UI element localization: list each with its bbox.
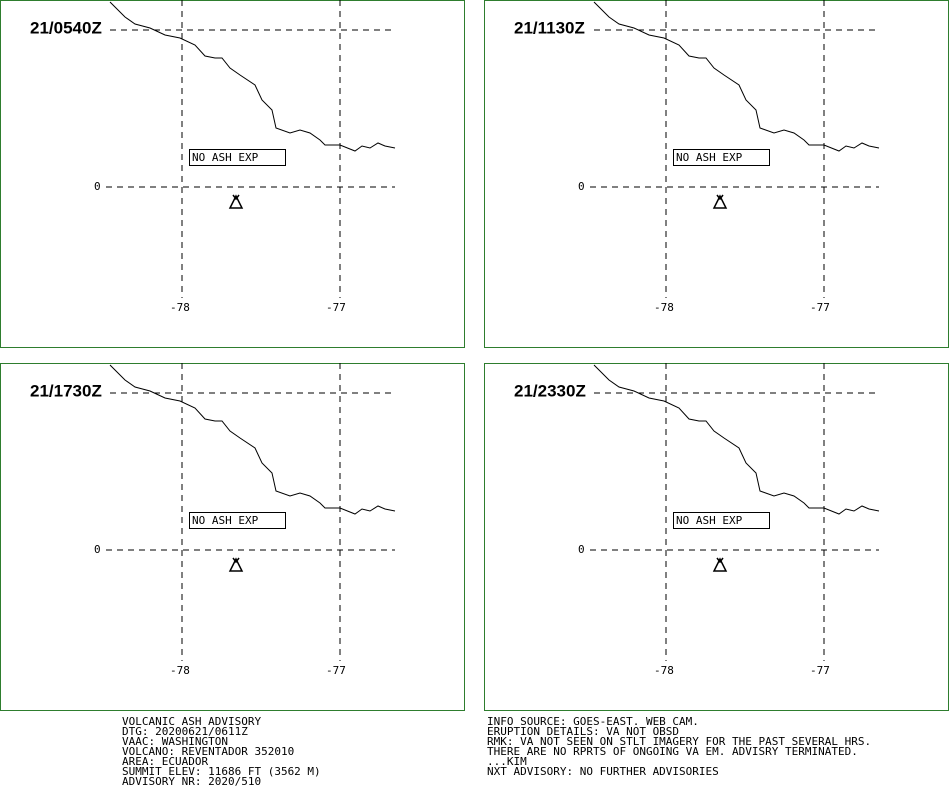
advisory-line: THERE ARE NO RPRTS OF ONGOING VA EM. ADV… xyxy=(487,745,858,758)
lon-label: -78 xyxy=(654,664,674,677)
coastline xyxy=(593,364,880,515)
lat-label: 0 xyxy=(94,543,101,556)
note: NO ASH EXP xyxy=(192,514,259,527)
volcano-icon xyxy=(228,194,244,209)
lon-label: -77 xyxy=(326,664,346,677)
map-panel: 21/0540Z 0 -78 -77 NO ASH EXP xyxy=(0,0,465,348)
advisory-line: DTG: 20200621/0611Z xyxy=(122,725,248,738)
lat-label: 0 xyxy=(578,543,585,556)
advisory-line: VOLCANO: REVENTADOR 352010 xyxy=(122,745,294,758)
advisory-line: AREA: ECUADOR xyxy=(122,755,208,768)
valid-time: 21/1130Z xyxy=(514,18,585,37)
volcano-icon xyxy=(228,557,244,572)
note: NO ASH EXP xyxy=(676,514,743,527)
note: NO ASH EXP xyxy=(676,151,743,164)
lon-label: -78 xyxy=(170,664,190,677)
panel-frame xyxy=(0,0,465,348)
coastline xyxy=(593,1,880,152)
advisory-line: VOLCANIC ASH ADVISORY xyxy=(122,715,261,728)
valid-time: 21/0540Z xyxy=(30,18,102,37)
lon-label: -78 xyxy=(170,301,190,314)
panel-frame xyxy=(484,0,949,348)
lon-label: -77 xyxy=(326,301,346,314)
note: NO ASH EXP xyxy=(192,151,259,164)
advisory-line: INFO SOURCE: GOES-EAST. WEB CAM. xyxy=(487,715,699,728)
advisory-line: NXT ADVISORY: NO FURTHER ADVISORIES xyxy=(487,765,719,778)
volcano-icon xyxy=(712,557,728,572)
valid-time: 21/1730Z xyxy=(30,381,102,400)
advisory-line: VAAC: WASHINGTON xyxy=(122,735,228,748)
map-panel: 21/1730Z 0 -78 -77 NO ASH EXP xyxy=(0,363,465,711)
advisory-line: RMK: VA NOT SEEN ON STLT IMAGERY FOR THE… xyxy=(487,735,871,748)
advisory-line: ERUPTION DETAILS: VA NOT OBSD xyxy=(487,725,679,738)
map-panel: 21/2330Z 0 -78 -77 NO ASH EXP xyxy=(484,363,949,711)
lat-label: 0 xyxy=(578,180,585,193)
note-box xyxy=(673,512,770,529)
volcano-icon xyxy=(712,194,728,209)
lon-label: -78 xyxy=(654,301,674,314)
coastline xyxy=(109,1,396,152)
coastline xyxy=(109,364,396,515)
advisory-line: ADVISORY NR: 2020/510 xyxy=(122,775,261,788)
advisory-line: SUMMIT ELEV: 11686 FT (3562 M) xyxy=(122,765,321,778)
lat-label: 0 xyxy=(94,180,101,193)
note-box xyxy=(189,149,286,166)
advisory-line: ...KIM xyxy=(487,755,527,768)
lon-label: -77 xyxy=(810,301,830,314)
note-box xyxy=(189,512,286,529)
valid-time: 21/2330Z xyxy=(514,381,586,400)
panel-frame xyxy=(484,363,949,711)
note-box xyxy=(673,149,770,166)
lon-label: -77 xyxy=(810,664,830,677)
map-panel: 21/1130Z 0 -78 -77 NO ASH EXP xyxy=(484,0,949,348)
panel-frame xyxy=(0,363,465,711)
